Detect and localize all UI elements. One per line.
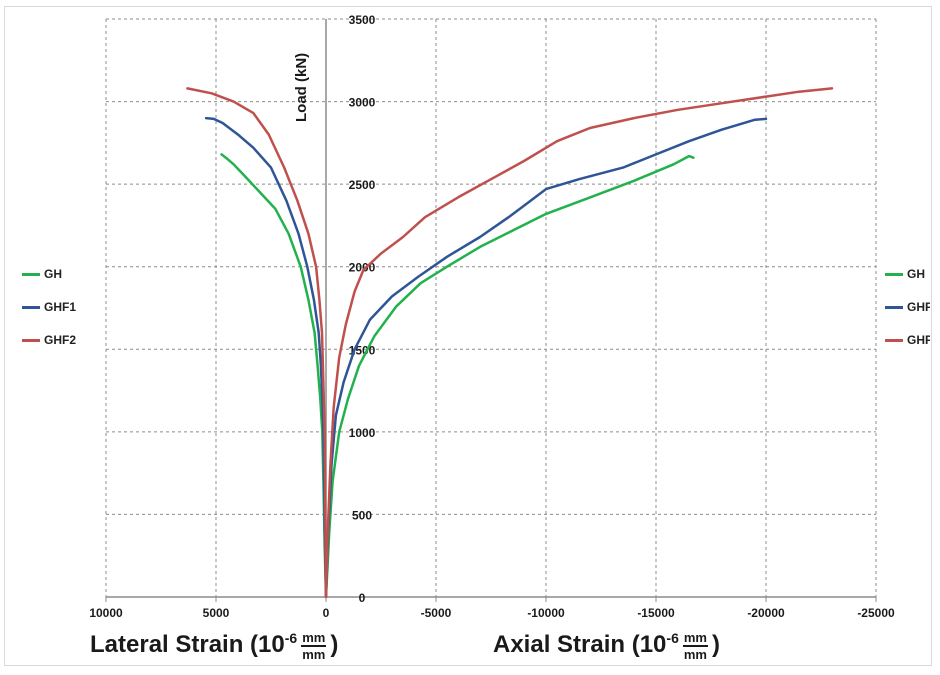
lateral-unit-denominator: mm: [302, 646, 326, 662]
legend-right-label-ghf2: GHF2: [907, 333, 930, 347]
legend-right-label-gh: GH: [907, 267, 925, 281]
x-tick-label: -15000: [637, 606, 675, 620]
legend-swatch-gh: [22, 273, 40, 276]
axial-unit-denominator: mm: [683, 646, 707, 662]
y-tick-label: 3500: [349, 13, 376, 27]
legend-right-label-ghf1: GHF1: [907, 300, 930, 314]
legend-label-ghf1: GHF1: [44, 300, 77, 314]
legend-right: GH GHF1 GHF2: [885, 266, 930, 356]
series-gh-lateral-line: [220, 153, 328, 599]
series-ghf2-lateral-line: [186, 87, 328, 599]
chart-frame: [4, 6, 932, 666]
x-tick-label: 0: [323, 606, 330, 620]
legend-right-swatch-ghf1: [885, 306, 903, 309]
legend-right-swatch-gh: [885, 273, 903, 276]
y-tick-label: 1000: [349, 426, 376, 440]
lateral-unit-numerator: mm: [301, 629, 327, 647]
legend-label-gh: GH: [44, 267, 62, 281]
y-axis-label: Load (kN): [293, 53, 310, 122]
lateral-title-prefix: Lateral Strain (10: [90, 631, 285, 658]
axial-unit-numerator: mm: [682, 629, 708, 647]
legend-label-ghf2: GHF2: [44, 333, 77, 347]
axial-title-unit-fraction: mm mm: [682, 629, 708, 662]
lateral-title-suffix: ): [330, 631, 339, 658]
axial-strain-title: Axial Strain (10-6 mm mm): [493, 630, 720, 661]
legend-swatch-ghf1: [22, 306, 40, 309]
x-tick-label: -25000: [857, 606, 895, 620]
series-ghf2-axial-line: [324, 87, 834, 599]
y-tick-label: 2500: [349, 178, 376, 192]
axial-title-exponent: -6: [666, 630, 679, 646]
series-ghf1-lateral-line: [204, 116, 328, 599]
y-tick-label: 500: [352, 508, 372, 522]
series-gh-axial-line: [324, 154, 695, 599]
x-tick-label: -10000: [527, 606, 565, 620]
y-tick-label: 0: [359, 591, 366, 605]
lateral-title-unit-fraction: mm mm: [301, 629, 327, 662]
x-tick-label: 10000: [89, 606, 123, 620]
x-tick-label: -20000: [747, 606, 785, 620]
axial-title-suffix: ): [711, 631, 720, 658]
series-ghf1-axial-line: [324, 117, 768, 599]
axial-title-prefix: Axial Strain (10: [493, 631, 667, 658]
lateral-strain-title: Lateral Strain (10-6 mm mm): [90, 630, 338, 661]
series-lines: [186, 87, 834, 599]
lateral-title-exponent: -6: [284, 630, 298, 646]
legend-right-swatch-ghf2: [885, 339, 903, 342]
x-tick-labels: 10000 5000 0 -5000 -10000 -15000 -20000 -25000: [89, 606, 895, 620]
gridlines: [105, 18, 877, 597]
legend-swatch-ghf2: [22, 339, 40, 342]
y-tick-label: 3000: [349, 96, 376, 110]
x-tick-label: -5000: [421, 606, 452, 620]
x-tick-label: 5000: [203, 606, 230, 620]
